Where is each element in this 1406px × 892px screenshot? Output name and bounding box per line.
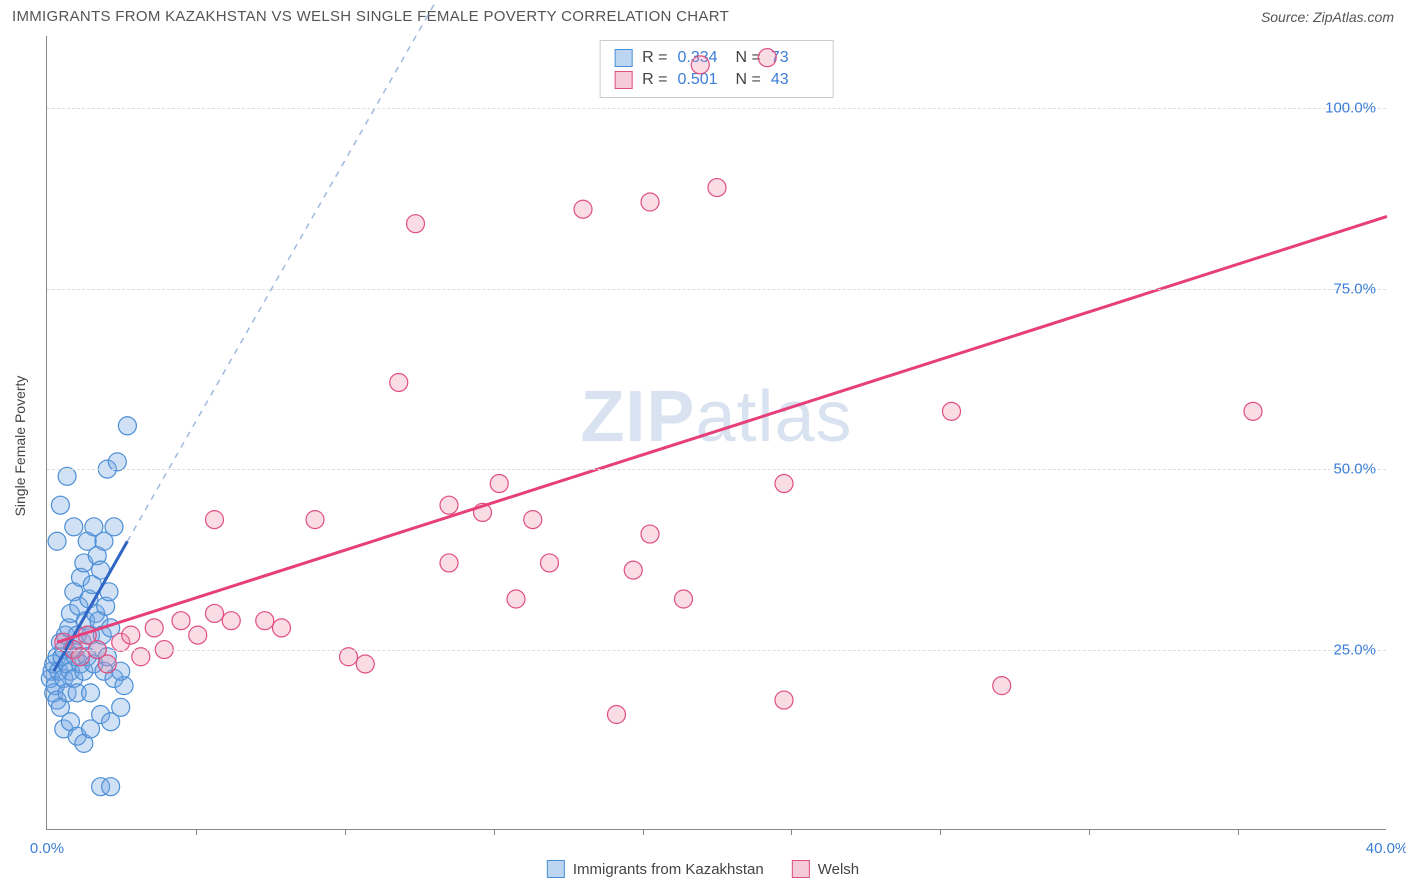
data-point — [1244, 402, 1262, 420]
data-point — [82, 684, 100, 702]
x-tick-mark — [643, 829, 644, 835]
x-tick-mark — [494, 829, 495, 835]
data-point — [48, 532, 66, 550]
x-tick-label: 0.0% — [30, 840, 64, 857]
source-label: Source: ZipAtlas.com — [1261, 9, 1394, 25]
source-prefix: Source: — [1261, 9, 1313, 25]
legend-swatch-welsh — [792, 860, 810, 878]
data-point — [624, 561, 642, 579]
data-point — [541, 554, 559, 572]
scatter-svg — [47, 36, 1386, 829]
data-point — [273, 619, 291, 637]
data-point — [708, 179, 726, 197]
data-point — [356, 655, 374, 673]
data-point — [306, 511, 324, 529]
y-tick-label: 25.0% — [1333, 641, 1376, 658]
source-link[interactable]: ZipAtlas.com — [1313, 9, 1394, 25]
y-tick-label: 75.0% — [1333, 280, 1376, 297]
bottom-legend: Immigrants from Kazakhstan Welsh — [547, 860, 859, 878]
data-point — [105, 518, 123, 536]
data-point — [675, 590, 693, 608]
data-point — [608, 706, 626, 724]
data-point — [440, 496, 458, 514]
data-point — [407, 215, 425, 233]
y-tick-label: 100.0% — [1325, 100, 1376, 117]
data-point — [172, 612, 190, 630]
data-point — [256, 612, 274, 630]
x-tick-mark — [196, 829, 197, 835]
data-point — [641, 525, 659, 543]
gridline — [47, 469, 1386, 470]
gridline — [47, 108, 1386, 109]
data-point — [189, 626, 207, 644]
legend-label-kazakhstan: Immigrants from Kazakhstan — [573, 861, 764, 878]
data-point — [691, 56, 709, 74]
x-tick-label: 40.0% — [1366, 840, 1406, 857]
data-point — [51, 496, 69, 514]
x-tick-mark — [1238, 829, 1239, 835]
legend-swatch-kazakhstan — [547, 860, 565, 878]
gridline — [47, 289, 1386, 290]
chart-plot-area: ZIPatlas R = 0.334 N = 73 R = 0.501 N = … — [46, 36, 1386, 830]
data-point — [490, 475, 508, 493]
data-point — [758, 49, 776, 67]
x-tick-mark — [1089, 829, 1090, 835]
data-point — [145, 619, 163, 637]
data-point — [574, 200, 592, 218]
data-point — [65, 518, 83, 536]
data-point — [118, 417, 136, 435]
chart-title: IMMIGRANTS FROM KAZAKHSTAN VS WELSH SING… — [12, 8, 729, 25]
x-tick-mark — [940, 829, 941, 835]
y-axis-label: Single Female Poverty — [12, 376, 28, 517]
data-point — [102, 778, 120, 796]
x-tick-mark — [791, 829, 792, 835]
legend-label-welsh: Welsh — [818, 861, 859, 878]
data-point — [222, 612, 240, 630]
data-point — [943, 402, 961, 420]
data-point — [206, 604, 224, 622]
y-tick-label: 50.0% — [1333, 461, 1376, 478]
data-point — [112, 698, 130, 716]
data-point — [122, 626, 140, 644]
legend-item-kazakhstan: Immigrants from Kazakhstan — [547, 860, 764, 878]
data-point — [524, 511, 542, 529]
data-point — [775, 475, 793, 493]
data-point — [98, 655, 116, 673]
data-point — [775, 691, 793, 709]
gridline — [47, 650, 1386, 651]
data-point — [206, 511, 224, 529]
x-tick-mark — [345, 829, 346, 835]
data-point — [390, 373, 408, 391]
data-point — [641, 193, 659, 211]
legend-item-welsh: Welsh — [792, 860, 859, 878]
data-point — [507, 590, 525, 608]
data-point — [440, 554, 458, 572]
data-point — [82, 720, 100, 738]
data-point — [993, 677, 1011, 695]
